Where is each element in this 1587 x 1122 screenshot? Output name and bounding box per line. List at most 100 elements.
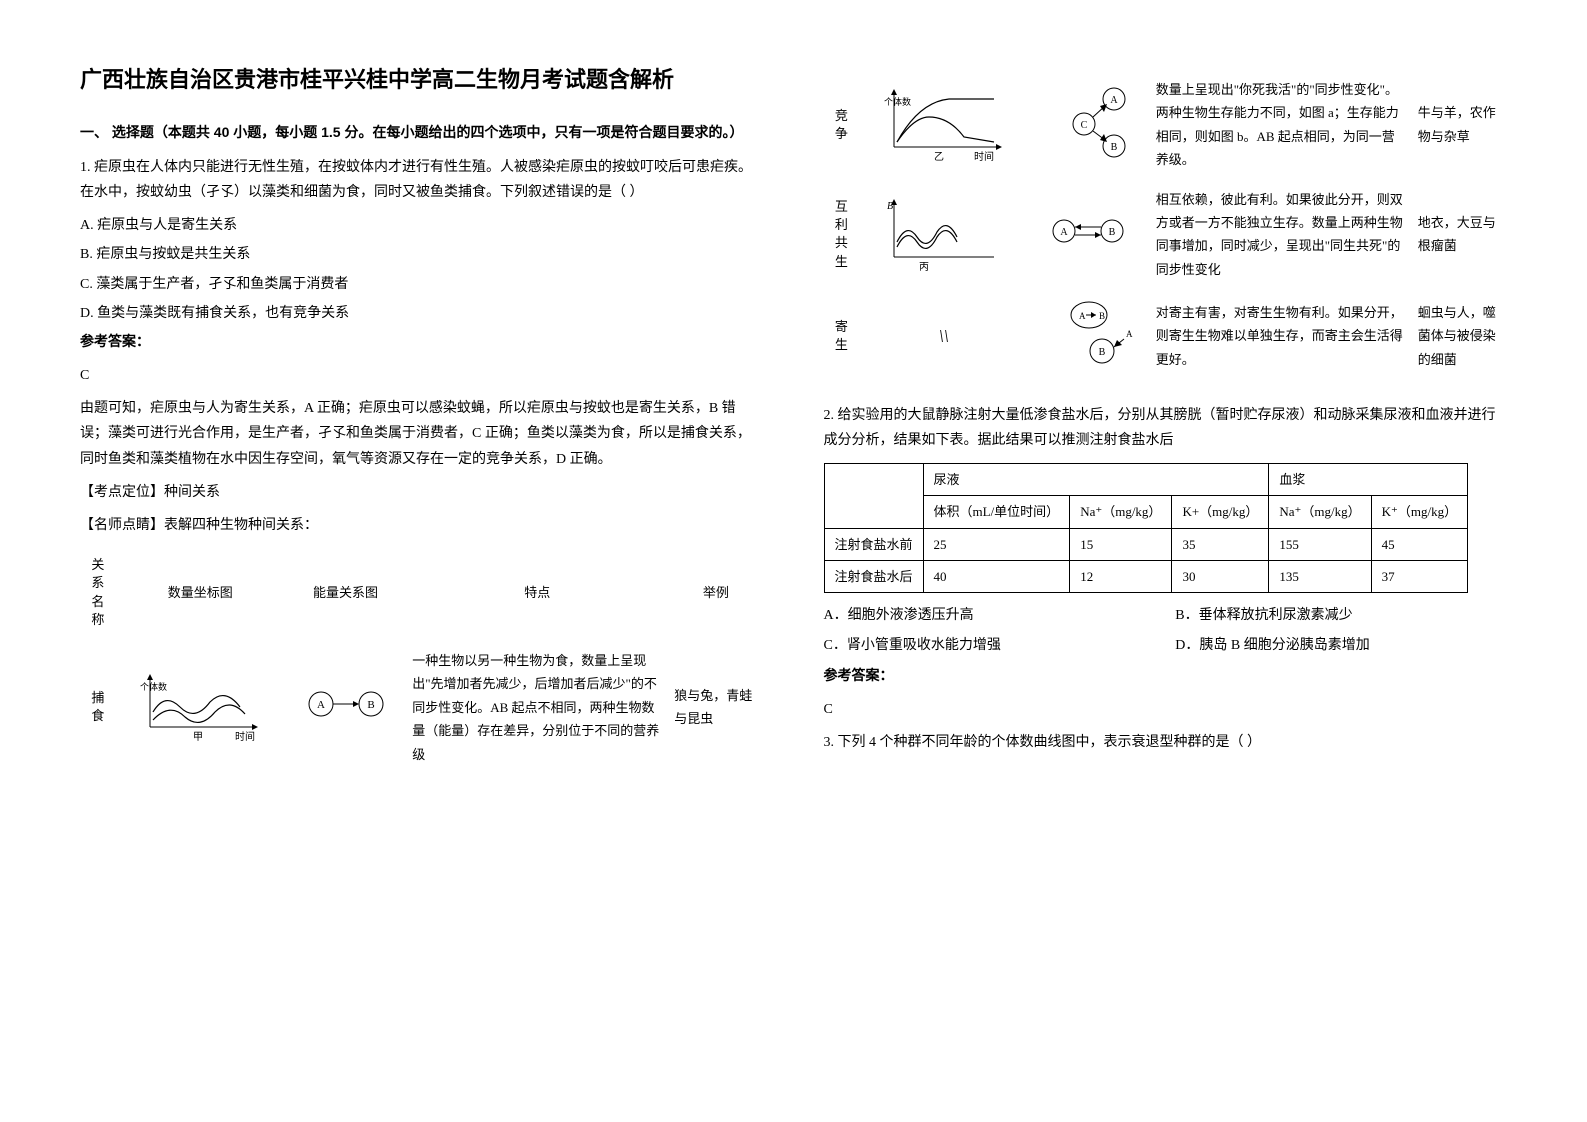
row1-k: 30 xyxy=(1172,561,1269,593)
competition-example: 牛与羊，农作物与杂草 xyxy=(1412,70,1507,180)
comp-y-label: 个体数 xyxy=(884,96,911,107)
row0-k2: 45 xyxy=(1371,528,1467,560)
row0-na2: 155 xyxy=(1269,528,1371,560)
hdr-energy: 能量关系图 xyxy=(285,548,406,641)
svg-text:B: B xyxy=(887,201,893,212)
mutualism-coord-diagram: B 丙 xyxy=(859,180,1028,290)
competition-coord-diagram: 个体数 乙 时间 xyxy=(859,70,1028,180)
row0-label: 注射食盐水前 xyxy=(824,528,923,560)
competition-energy-icon: A C B xyxy=(1044,84,1134,159)
row0-v: 25 xyxy=(923,528,1070,560)
pred-jia-label: 甲 xyxy=(193,732,203,742)
competition-energy-diagram: A C B xyxy=(1028,70,1149,180)
q1-answer-label: 参考答案： xyxy=(80,330,764,355)
q2-option-d: D．胰岛 B 细胞分泌胰岛素增加 xyxy=(1175,633,1507,658)
q2-option-b: B．垂体释放抗利尿激素减少 xyxy=(1175,603,1507,628)
q1-option-b: B. 疟原虫与按蚊是共生关系 xyxy=(80,242,764,267)
pred-y-label: 个体数 xyxy=(140,681,167,692)
row1-na2: 135 xyxy=(1269,561,1371,593)
svg-text:A: A xyxy=(1126,329,1133,339)
table-row: 尿液 血浆 xyxy=(824,463,1468,495)
mutualism-graph-icon: B 丙 xyxy=(879,197,1009,272)
section-title: 一、 选择题（本题共 40 小题，每小题 1.5 分。在每小题给出的四个选项中，… xyxy=(80,120,764,145)
q1-option-d: D. 鱼类与藻类既有捕食关系，也有竞争关系 xyxy=(80,301,764,326)
relation-row-mutualism: 互利共生 B 丙 A xyxy=(824,180,1508,290)
svg-text:C: C xyxy=(1081,120,1088,131)
predation-name: 捕食 xyxy=(80,641,116,774)
pred-x-label: 时间 xyxy=(235,730,255,742)
right-column: 竞争 个体数 乙 时间 A xyxy=(794,60,1538,1062)
table-row: 注射食盐水前 25 15 35 155 45 xyxy=(824,528,1468,560)
hdr-name-text: 关系名称 xyxy=(86,556,110,629)
left-column: 广西壮族自治区贵港市桂平兴桂中学高二生物月考试题含解析 一、 选择题（本题共 4… xyxy=(50,60,794,1062)
q2-text: 2. 给实验用的大鼠静脉注射大量低渗食盐水后，分别从其膀胱（暂时贮存尿液）和动脉… xyxy=(824,403,1508,453)
svg-text:B: B xyxy=(367,699,374,711)
hdr-plasma: 血浆 xyxy=(1269,463,1468,495)
relation-row-competition: 竞争 个体数 乙 时间 A xyxy=(824,70,1508,180)
row1-na: 12 xyxy=(1070,561,1172,593)
q1-option-c: C. 藻类属于生产者，孑孓和鱼类属于消费者 xyxy=(80,272,764,297)
svg-text:A: A xyxy=(317,699,325,711)
q1-answer: C xyxy=(80,363,764,388)
q2-answer: C xyxy=(824,697,1508,722)
hdr-k2: K⁺（mg/kg） xyxy=(1371,496,1467,528)
row0-k: 35 xyxy=(1172,528,1269,560)
mutualism-name: 互利共生 xyxy=(824,180,860,290)
table-header-row: 关系名称 数量坐标图 能量关系图 特点 举例 xyxy=(80,548,764,641)
q1-tip: 【名师点睛】表解四种生物种间关系： xyxy=(80,513,764,538)
hdr-na: Na⁺（mg/kg） xyxy=(1070,496,1172,528)
q1-option-a: A. 疟原虫与人是寄生关系 xyxy=(80,213,764,238)
row1-k2: 37 xyxy=(1371,561,1467,593)
parasitism-coord-diagram: \\ xyxy=(859,289,1028,382)
comp-yi-label: 乙 xyxy=(934,151,944,162)
parasitism-example: 蛔虫与人，噬菌体与被侵染的细菌 xyxy=(1412,289,1507,382)
mutualism-energy-diagram: A B xyxy=(1028,180,1149,290)
hdr-feature: 特点 xyxy=(406,548,668,641)
predation-energy-diagram: A B xyxy=(285,641,406,774)
q1-explanation: 由题可知，疟原虫与人为寄生关系，A 正确；疟原虫可以感染蚊蝇，所以疟原虫与按蚊也… xyxy=(80,396,764,472)
svg-text:B: B xyxy=(1111,142,1118,153)
relation-row-predation: 捕食 个体数 甲 时间 A xyxy=(80,641,764,774)
svg-text:B: B xyxy=(1099,311,1105,321)
q2-option-a: A．细胞外液渗透压升高 xyxy=(824,603,1156,628)
competition-feature: 数量上呈现出"你死我活"的"同步性变化"。两种生物生存能力不同，如图 a；生存能… xyxy=(1150,70,1412,180)
comp-x-label: 时间 xyxy=(974,150,994,162)
q1-point: 【考点定位】种间关系 xyxy=(80,480,764,505)
svg-text:A: A xyxy=(1079,311,1086,321)
table-row: 注射食盐水后 40 12 30 135 37 xyxy=(824,561,1468,593)
hdr-example: 举例 xyxy=(668,548,763,641)
parasitism-energy-icon: A B B A xyxy=(1044,297,1134,367)
competition-name: 竞争 xyxy=(824,70,860,180)
mutualism-energy-icon: A B xyxy=(1044,211,1134,251)
relation-table-right: 竞争 个体数 乙 时间 A xyxy=(824,70,1508,383)
predation-graph-icon: 个体数 甲 时间 xyxy=(135,672,265,742)
predation-coord-diagram: 个体数 甲 时间 xyxy=(116,641,285,774)
parasitism-energy-diagram: A B B A xyxy=(1028,289,1149,382)
hdr-k1: K+（mg/kg） xyxy=(1172,496,1269,528)
parasitism-name: 寄生 xyxy=(824,289,860,382)
hdr-volume: 体积（mL/单位时间） xyxy=(923,496,1070,528)
svg-text:A: A xyxy=(1060,227,1068,238)
q2-options: A．细胞外液渗透压升高 B．垂体释放抗利尿激素减少 C．肾小管重吸收水能力增强 … xyxy=(824,603,1508,657)
predation-example: 狼与兔，青蛙与昆虫 xyxy=(668,641,763,774)
competition-graph-icon: 个体数 乙 时间 xyxy=(879,87,1009,162)
svg-text:A: A xyxy=(1110,95,1118,106)
q1-text: 1. 疟原虫在人体内只能进行无性生殖，在按蚊体内才进行有性生殖。人被感染疟原虫的… xyxy=(80,155,764,205)
mutualism-example: 地衣，大豆与根瘤菌 xyxy=(1412,180,1507,290)
hdr-urine: 尿液 xyxy=(923,463,1269,495)
q2-data-table: 尿液 血浆 体积（mL/单位时间） Na⁺（mg/kg） K+（mg/kg） N… xyxy=(824,463,1469,594)
hdr-na2: Na⁺（mg/kg） xyxy=(1269,496,1371,528)
relation-table: 关系名称 数量坐标图 能量关系图 特点 举例 捕食 xyxy=(80,548,764,774)
q2-answer-label: 参考答案： xyxy=(824,664,1508,689)
row0-na: 15 xyxy=(1070,528,1172,560)
mut-bing-label: 丙 xyxy=(919,262,929,272)
relation-row-parasitism: 寄生 \\ A B B A 对寄主有 xyxy=(824,289,1508,382)
parasitism-slash: \\ xyxy=(939,326,949,346)
row1-label: 注射食盐水后 xyxy=(824,561,923,593)
page-title: 广西壮族自治区贵港市桂平兴桂中学高二生物月考试题含解析 xyxy=(80,60,764,100)
hdr-coord: 数量坐标图 xyxy=(116,548,285,641)
mutualism-feature: 相互依赖，彼此有利。如果彼此分开，则双方或者一方不能独立生存。数量上两种生物同事… xyxy=(1150,180,1412,290)
svg-text:B: B xyxy=(1099,347,1106,358)
q2-option-c: C．肾小管重吸收水能力增强 xyxy=(824,633,1156,658)
predation-energy-icon: A B xyxy=(301,684,391,724)
